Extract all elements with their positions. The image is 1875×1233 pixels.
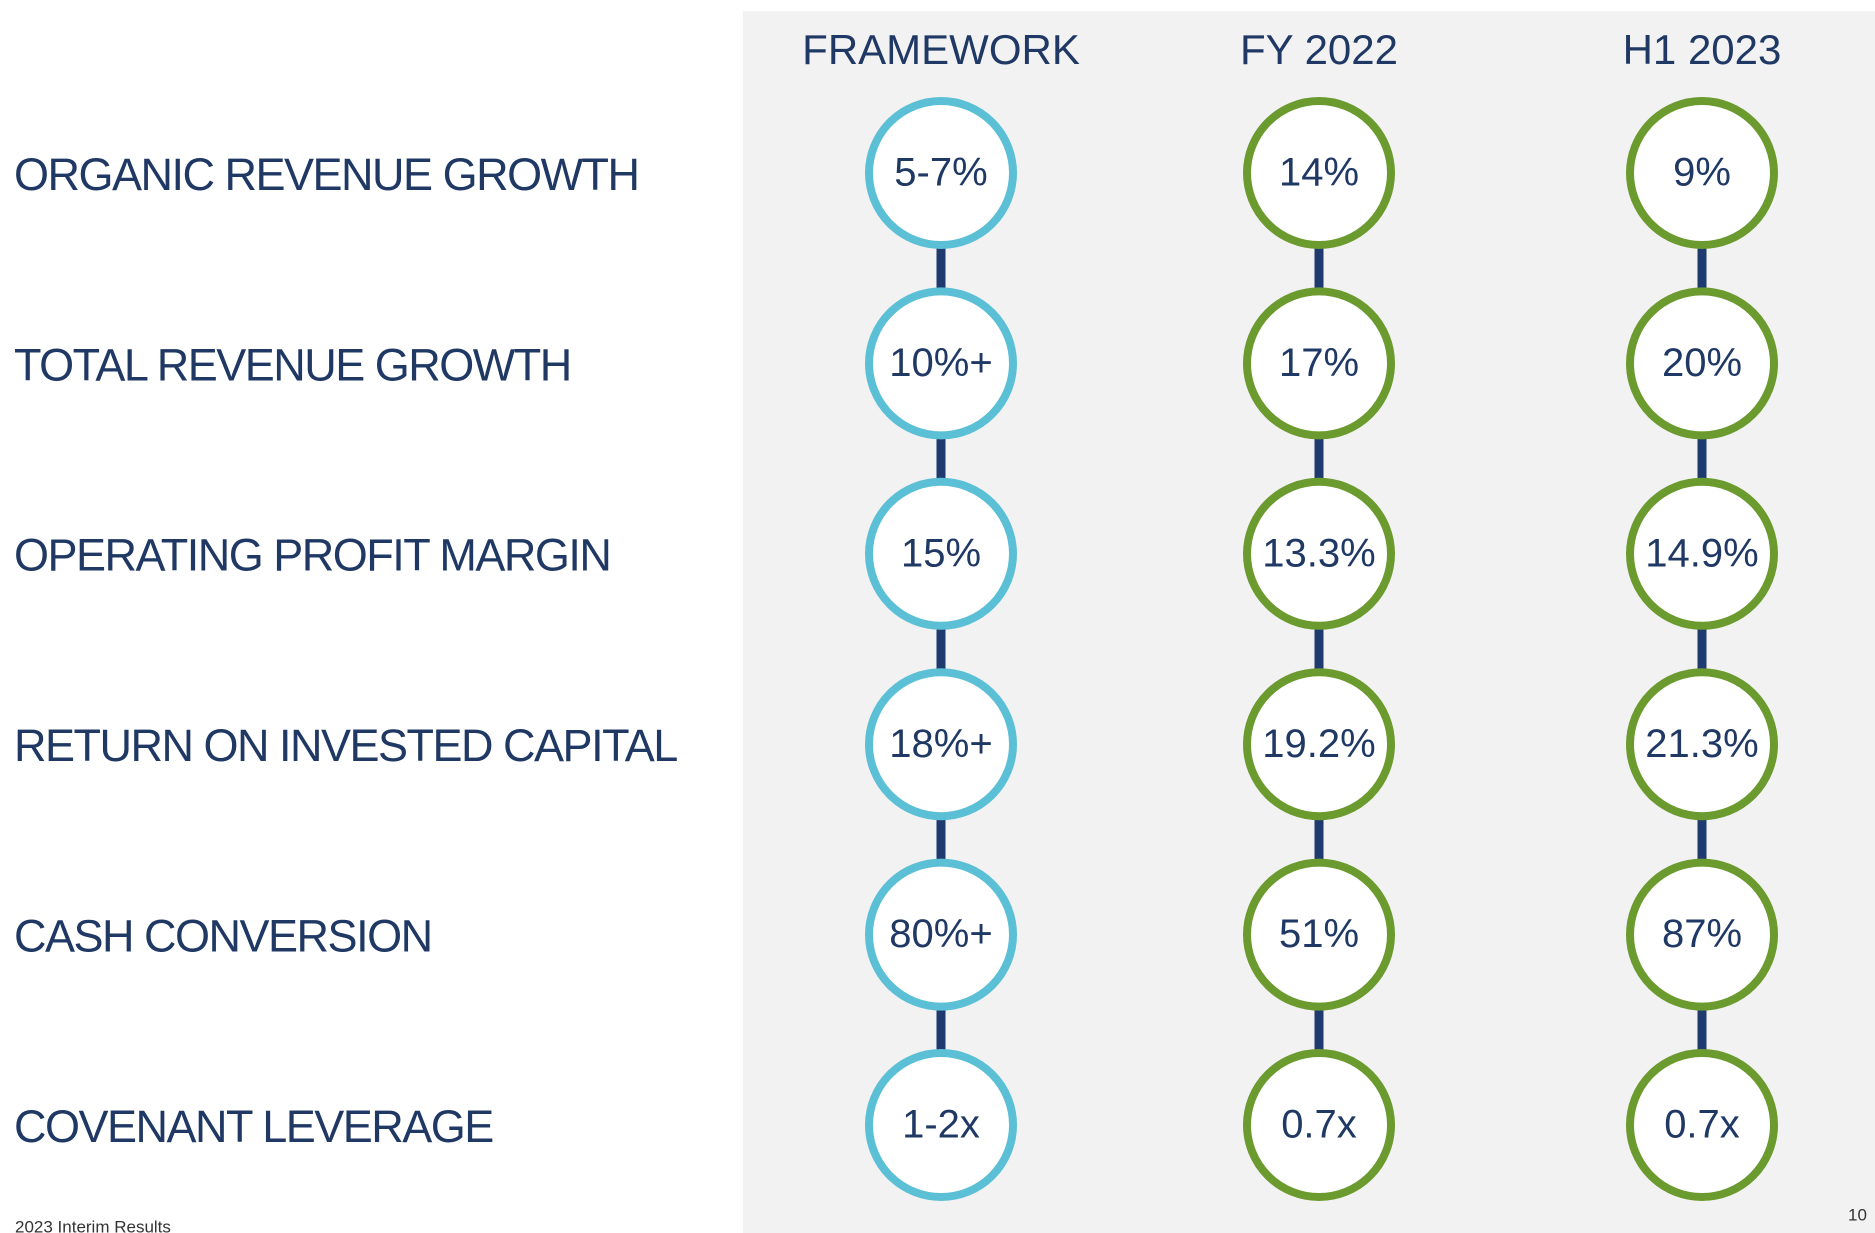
- value-circle: [1626, 287, 1778, 440]
- value: 21.3%: [1645, 722, 1758, 766]
- value: 5-7%: [894, 151, 987, 195]
- value: 14%: [1279, 151, 1359, 195]
- value-circle: [1243, 858, 1395, 1011]
- column-header: FRAMEWORK: [802, 26, 1080, 73]
- value-circle: [865, 1049, 1017, 1201]
- value-circle: [1626, 668, 1778, 821]
- page-number: 10: [1848, 1205, 1867, 1224]
- value-circle: [1626, 97, 1778, 249]
- value: 19.2%: [1262, 722, 1375, 766]
- value-circle: [1243, 477, 1395, 630]
- value: 20%: [1662, 341, 1742, 385]
- value-circle: [865, 668, 1017, 821]
- value: 0.7x: [1281, 1103, 1357, 1147]
- value-circle: [865, 477, 1017, 630]
- value-circle: [865, 97, 1017, 249]
- row-label: COVENANT LEVERAGE: [14, 1101, 493, 1152]
- value: 87%: [1662, 912, 1742, 956]
- value: 51%: [1279, 912, 1359, 956]
- value: 14.9%: [1645, 531, 1758, 575]
- row-label: OPERATING PROFIT MARGIN: [14, 530, 610, 581]
- row-label: TOTAL REVENUE GROWTH: [14, 339, 571, 390]
- value: 10%+: [889, 341, 992, 385]
- value-circle: [1626, 858, 1778, 1011]
- value-circle: [865, 858, 1017, 1011]
- value-circle: [1243, 287, 1395, 440]
- row-label: RETURN ON INVESTED CAPITAL: [14, 720, 677, 771]
- row-label: CASH CONVERSION: [14, 910, 432, 961]
- column-header: FY 2022: [1240, 26, 1398, 73]
- value-circle: [1243, 668, 1395, 821]
- footer: 2023 Interim Results: [15, 1217, 171, 1233]
- value-circle: [1243, 1049, 1395, 1201]
- row-label: ORGANIC REVENUE GROWTH: [14, 149, 639, 200]
- value: 17%: [1279, 341, 1359, 385]
- value-circle: [1243, 97, 1395, 249]
- value: 80%+: [889, 912, 992, 956]
- value: 13.3%: [1262, 531, 1375, 575]
- value: 0.7x: [1664, 1103, 1740, 1147]
- value-circle: [1626, 477, 1778, 630]
- value-circle: [865, 287, 1017, 440]
- value: 18%+: [889, 722, 992, 766]
- value: 15%: [901, 531, 981, 575]
- column-header: H1 2023: [1623, 26, 1782, 73]
- value: 9%: [1673, 151, 1731, 195]
- value: 1-2x: [902, 1103, 980, 1147]
- value-circle: [1626, 1049, 1778, 1201]
